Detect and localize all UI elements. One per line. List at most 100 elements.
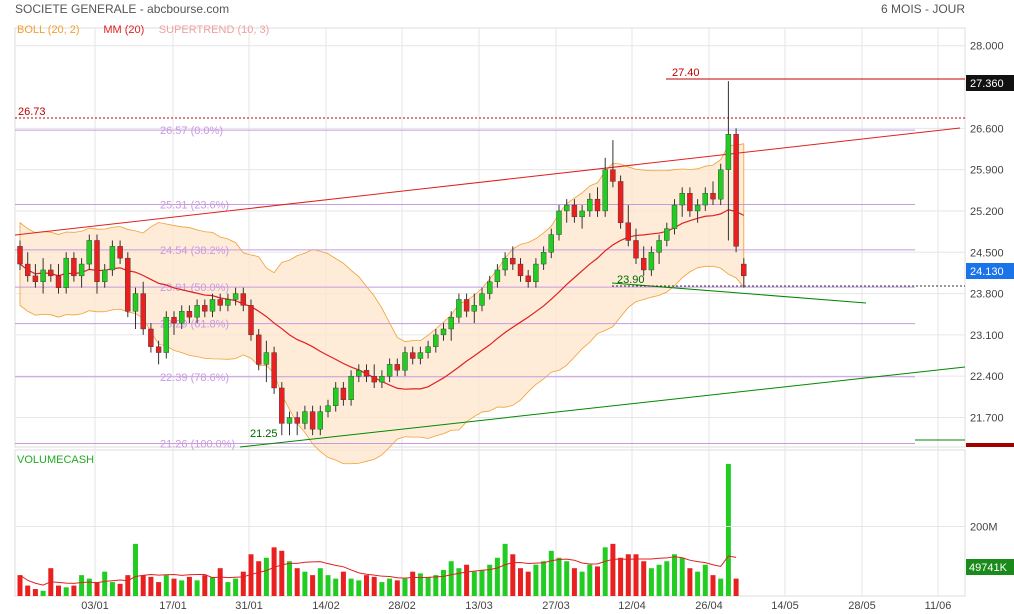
volume-bar xyxy=(610,543,616,596)
volume-bar xyxy=(464,564,470,596)
volume-bar xyxy=(109,582,115,596)
candle-body xyxy=(525,275,531,282)
volume-bar xyxy=(502,543,508,596)
volume-bar xyxy=(602,547,608,596)
candle-body xyxy=(587,198,593,212)
volume-bar xyxy=(702,564,708,596)
candle-body xyxy=(302,411,308,424)
candle-body xyxy=(456,299,462,318)
volume-bar xyxy=(441,569,446,596)
volume-bar xyxy=(533,564,539,596)
candle-body xyxy=(209,299,216,312)
volume-bar xyxy=(618,557,624,596)
y-tick-label: 24.500 xyxy=(970,247,1004,259)
candle-body xyxy=(433,334,439,347)
candle-body xyxy=(594,198,601,212)
candle-body xyxy=(17,246,23,265)
candle-body xyxy=(463,299,470,312)
candle-body xyxy=(178,311,185,324)
resistance-trendline xyxy=(14,127,961,236)
volume-bar xyxy=(541,561,547,596)
last-price-badge xyxy=(966,263,1014,279)
legend-item: SUPERTREND (10, 3) xyxy=(159,24,269,36)
candle-body xyxy=(564,204,570,212)
volume-bar xyxy=(379,582,385,596)
volume-bar xyxy=(317,568,323,596)
candle-body xyxy=(502,257,508,271)
volume-bar xyxy=(587,564,593,596)
volume-bar xyxy=(248,554,254,596)
candle-body xyxy=(718,169,724,200)
price-pane-marker xyxy=(966,443,1014,447)
volume-bar xyxy=(225,582,231,596)
volume-bar xyxy=(417,573,423,596)
candle-body xyxy=(155,346,162,353)
candle-body xyxy=(256,334,262,365)
candle-body xyxy=(633,240,639,259)
candle-body xyxy=(202,305,208,312)
candle-body xyxy=(101,269,108,282)
volume-bar xyxy=(263,557,269,596)
candle-body xyxy=(263,352,270,365)
candle-body xyxy=(533,263,539,282)
volume-bar xyxy=(271,547,277,596)
volume-bar xyxy=(548,550,554,596)
candle-body xyxy=(679,193,685,206)
volume-bar xyxy=(256,561,262,596)
volume-bar xyxy=(233,578,239,596)
candle-body xyxy=(240,293,247,306)
x-tick-label: 03/01 xyxy=(81,600,109,612)
candle-body xyxy=(494,269,501,282)
fibonacci-label: 23.29 (61.8%) xyxy=(160,319,229,331)
candle-body xyxy=(286,417,293,424)
fibonacci-label: 21.26 (100.0%) xyxy=(160,438,235,450)
volume-bar xyxy=(471,571,477,596)
x-tick-label: 28/02 xyxy=(388,600,416,612)
candle-body xyxy=(333,387,339,406)
candle-body xyxy=(340,387,347,400)
volume-last-badge xyxy=(966,559,1014,575)
candle-body xyxy=(410,352,416,359)
candle-body xyxy=(63,257,69,288)
x-tick-label: 27/03 xyxy=(542,600,570,612)
candle-body xyxy=(710,193,716,200)
volume-last-value: 49741K xyxy=(969,562,1008,574)
candle-body xyxy=(641,257,647,271)
volume-bar xyxy=(387,578,393,596)
candle-body xyxy=(86,240,93,265)
candle-body xyxy=(140,293,146,330)
candle-body xyxy=(132,293,139,312)
volume-bar xyxy=(510,554,516,596)
candle-body xyxy=(394,364,400,371)
volume-bar xyxy=(217,568,223,596)
fibonacci-label: 24.54 (38.2%) xyxy=(160,245,229,257)
volume-bar xyxy=(356,580,362,596)
fibonacci-label: 23.91 (50.0%) xyxy=(160,282,229,294)
volume-bar xyxy=(664,561,670,596)
volume-bar xyxy=(595,566,600,596)
candle-body xyxy=(317,411,323,430)
candle-body xyxy=(671,204,678,229)
high-marker-badge xyxy=(966,75,1014,91)
candle-body xyxy=(617,181,624,223)
volume-bar xyxy=(133,543,138,596)
x-tick-label: 26/04 xyxy=(695,600,723,612)
volume-bar xyxy=(94,582,100,596)
volume-bar xyxy=(633,554,639,596)
candle-body xyxy=(194,305,200,318)
volume-bar xyxy=(672,554,677,596)
volume-bar xyxy=(725,463,731,596)
candle-body xyxy=(125,257,131,312)
candle-body xyxy=(32,275,39,282)
candle-body xyxy=(117,246,123,259)
fibonacci-label: 22.39 (78.6%) xyxy=(160,372,229,384)
candle-body xyxy=(733,134,739,247)
candle-body xyxy=(356,370,362,377)
volume-bar xyxy=(125,575,131,596)
volume-bar xyxy=(210,576,215,596)
volume-bar xyxy=(325,575,331,596)
x-tick-label: 11/06 xyxy=(925,600,952,612)
volume-bar xyxy=(40,590,46,596)
volume-bar xyxy=(186,576,192,596)
